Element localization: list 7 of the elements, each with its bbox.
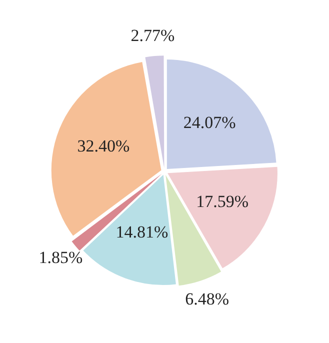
data-label: 32.40% (77, 136, 130, 156)
data-label: 17.59% (196, 192, 249, 212)
data-label: 24.07% (183, 113, 236, 132)
data-label: 6.48% (185, 290, 230, 309)
data-label: 14.81% (116, 222, 168, 242)
data-label: 1.85% (38, 248, 83, 268)
data-label: 2.77% (130, 26, 175, 45)
